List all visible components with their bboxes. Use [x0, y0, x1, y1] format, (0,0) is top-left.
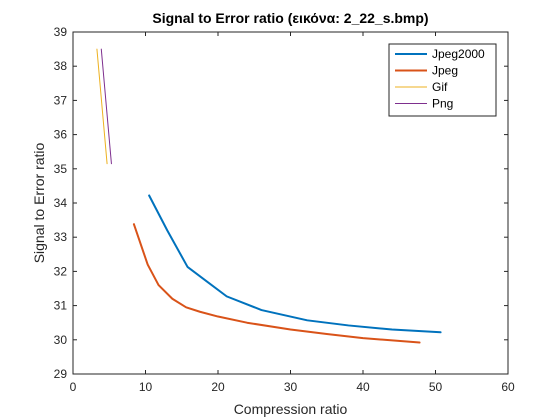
y-tick-label: 37	[54, 93, 68, 107]
series-group	[96, 48, 442, 344]
legend-label-jpeg: Jpeg	[432, 64, 458, 78]
legend-label-png: Png	[432, 97, 453, 111]
series-line-jpeg2000	[148, 194, 442, 334]
y-tick-label: 38	[54, 59, 68, 73]
chart-title: Signal to Error ratio (εικόνα: 2_22_s.bm…	[152, 10, 428, 26]
y-tick-label: 29	[54, 367, 68, 381]
legend-label-gif: Gif	[432, 80, 448, 94]
y-tick-label: 39	[54, 25, 68, 39]
x-tick-label: 10	[139, 380, 153, 394]
x-tick-label: 20	[211, 380, 225, 394]
series-line-gif	[96, 48, 108, 165]
series-line-png	[100, 48, 112, 165]
x-tick-label: 50	[429, 380, 443, 394]
axes: 0 10 20 30 40 50 60 29 30 31 32 33 34 35 36 37 38 39	[54, 25, 515, 394]
x-axis-label: Compression ratio	[234, 401, 348, 417]
x-tick-label: 40	[356, 380, 370, 394]
y-tick-label: 34	[54, 196, 68, 210]
legend: Jpeg2000 Jpeg Gif Png	[388, 43, 497, 117]
y-tick-label: 31	[54, 299, 68, 313]
series-line-jpeg	[132, 223, 421, 344]
y-tick-label: 30	[54, 333, 68, 347]
legend-label-jpeg2000: Jpeg2000	[432, 47, 485, 61]
x-tick-label: 60	[501, 380, 515, 394]
y-tick-label: 35	[54, 162, 68, 176]
y-tick-label: 32	[54, 264, 68, 278]
x-tick-label: 0	[70, 380, 77, 394]
y-tick-label: 33	[54, 230, 68, 244]
y-axis-label: Signal to Error ratio	[31, 142, 47, 263]
y-tick-label: 36	[54, 128, 68, 142]
x-tick-label: 30	[284, 380, 298, 394]
